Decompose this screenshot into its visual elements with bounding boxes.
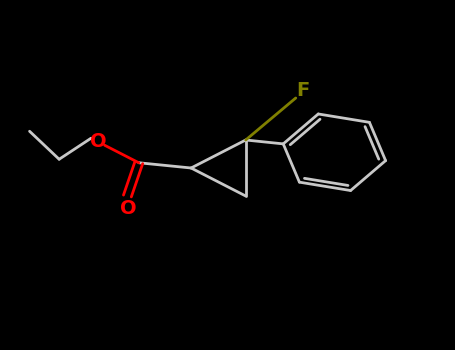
Text: F: F: [296, 82, 309, 100]
Text: O: O: [90, 132, 106, 151]
Text: O: O: [121, 199, 137, 218]
